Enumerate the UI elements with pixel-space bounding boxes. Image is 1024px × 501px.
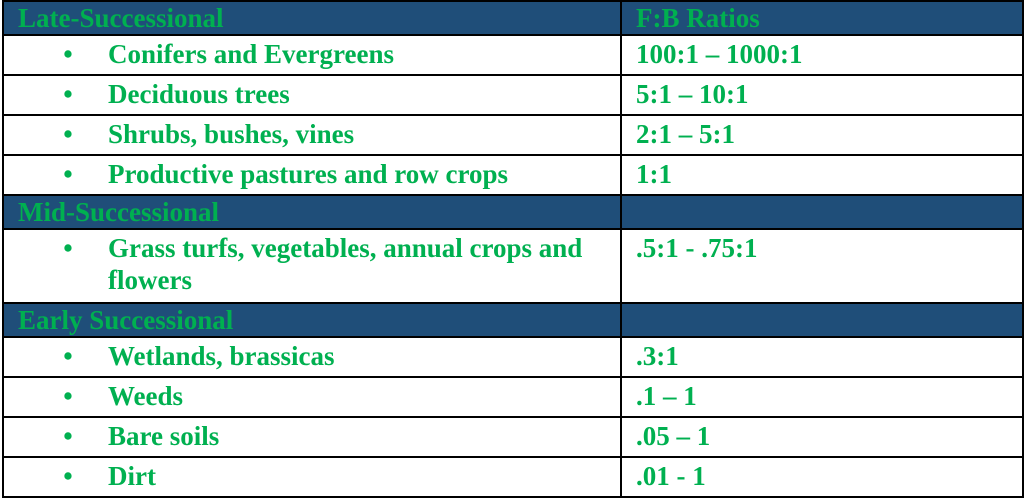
group-title: Early Successional [2,302,622,338]
group-title: Mid-Successional [2,194,622,230]
item-label: Deciduous trees [108,79,290,109]
table-row: • Weeds .1 – 1 [2,376,1024,418]
item-label: Productive pastures and row crops [108,159,509,189]
bullet-icon: • [63,461,73,491]
item-ratio: 5:1 – 10:1 [620,74,1024,116]
item-ratio: .3:1 [620,336,1024,378]
bullet-icon: • [63,421,73,451]
item-label: Shrubs, bushes, vines [108,119,355,149]
item-ratio: 1:1 [620,154,1024,196]
group-header-row: Mid-Successional [2,194,1024,230]
table-row: • Bare soils .05 – 1 [2,416,1024,458]
bullet-icon: • [63,341,73,371]
table-row: • Conifers and Evergreens 100:1 – 1000:1 [2,34,1024,76]
bullet-icon: • [63,159,73,189]
bullet-icon: • [63,39,73,69]
table-row: • Productive pastures and row crops 1:1 [2,154,1024,196]
item-ratio: 2:1 – 5:1 [620,114,1024,156]
item-label: Dirt [108,461,156,491]
group-header-row: Early Successional [2,302,1024,338]
bullet-icon: • [63,119,73,149]
table-row: • Grass turfs, vegetables, annual crops a… [2,228,1024,304]
item-label: Bare soils [108,421,220,451]
item-label: Conifers and Evergreens [108,39,394,69]
table-row: • Shrubs, bushes, vines 2:1 – 5:1 [2,114,1024,156]
bullet-icon: • [63,381,73,411]
item-ratio: .1 – 1 [620,376,1024,418]
item-ratio: 100:1 – 1000:1 [620,34,1024,76]
bullet-icon: • [63,233,73,263]
group-header-row: Late-Successional F:B Ratios [2,0,1024,36]
table-row: • Dirt .01 - 1 [2,456,1024,498]
ratio-column-header: F:B Ratios [620,0,1024,36]
item-label: Weeds [108,381,184,411]
group-title: Late-Successional [2,0,622,36]
empty-header-cell [620,302,1024,338]
item-label: Grass turfs, vegetables, annual crops an… [108,233,583,295]
bullet-icon: • [63,79,73,109]
item-label: Wetlands, brassicas [108,341,335,371]
item-ratio: .05 – 1 [620,416,1024,458]
table-row: • Deciduous trees 5:1 – 10:1 [2,74,1024,116]
empty-header-cell [620,194,1024,230]
item-ratio: .01 - 1 [620,456,1024,498]
table-row: • Wetlands, brassicas .3:1 [2,336,1024,378]
item-ratio: .5:1 - .75:1 [620,228,1024,304]
